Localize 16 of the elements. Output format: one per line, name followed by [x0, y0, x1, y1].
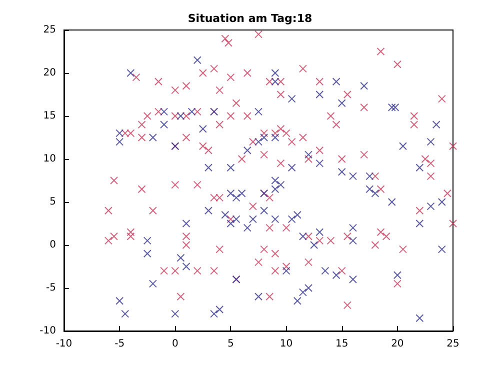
y-tick-label: 25: [43, 24, 56, 36]
y-tick-label: -10: [40, 326, 56, 336]
x-tick-label: 20: [391, 338, 404, 350]
y-tick-label: -5: [46, 282, 56, 294]
y-tick-label: 0: [50, 240, 56, 250]
y-tick-label: 10: [43, 154, 56, 164]
y-tick-label: 5: [50, 196, 56, 208]
x-tick-label: 5: [228, 338, 234, 350]
y-tick-label: 15: [43, 110, 56, 122]
x-tick-label: -5: [114, 338, 125, 350]
x-tick-label: 0: [172, 338, 178, 350]
x-tick-label: 10: [280, 338, 293, 350]
x-tick-label: 15: [335, 338, 348, 350]
chart-title: Situation am Tag:18: [188, 12, 312, 25]
x-tick-label: 25: [446, 338, 460, 350]
y-tick-label: 20: [43, 68, 56, 78]
